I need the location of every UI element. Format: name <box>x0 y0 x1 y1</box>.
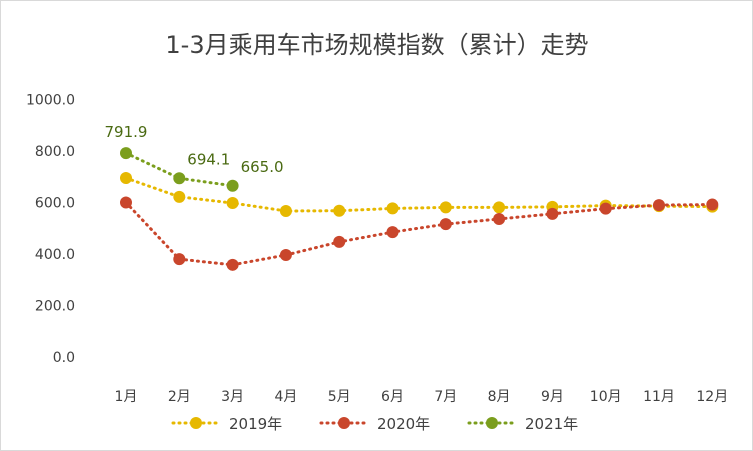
data-point <box>279 204 292 217</box>
legend-marker <box>486 417 498 429</box>
x-tick-label: 9月 <box>541 389 564 405</box>
data-point <box>493 201 506 214</box>
data-point <box>226 197 239 210</box>
series-line <box>124 176 714 213</box>
data-label: 665.0 <box>241 158 284 176</box>
y-tick-label: 0.0 <box>53 350 75 366</box>
x-tick-label: 11月 <box>643 389 675 405</box>
legend-item: 2021年 <box>467 415 578 433</box>
y-tick-label: 800.0 <box>35 144 75 160</box>
data-point <box>493 212 506 225</box>
x-tick-label: 2月 <box>168 389 191 405</box>
data-point <box>333 235 346 248</box>
legend-marker <box>190 417 202 429</box>
data-point <box>226 179 239 192</box>
data-point <box>173 253 186 266</box>
data-label: 791.9 <box>105 123 148 141</box>
x-tick-label: 10月 <box>590 389 622 405</box>
x-tick-label: 6月 <box>381 389 404 405</box>
y-axis: 0.0 200.0 400.0 600.0 800.0 1000.0 <box>26 93 75 367</box>
data-point <box>599 202 612 215</box>
data-point <box>439 218 452 231</box>
series-line <box>124 201 714 267</box>
data-point <box>173 190 186 203</box>
x-tick-label: 5月 <box>328 389 351 405</box>
data-point <box>120 196 132 209</box>
data-point <box>120 147 132 160</box>
data-point <box>120 172 132 185</box>
legend-marker <box>338 417 350 429</box>
data-point <box>653 199 665 212</box>
data-point <box>386 202 399 215</box>
data-point <box>386 226 399 239</box>
x-tick-label: 8月 <box>488 389 511 405</box>
data-point <box>439 201 452 214</box>
x-axis: 1月 2月 3月 4月 5月 6月 7月 8月 9月 10月 11月 12月 <box>115 389 729 405</box>
data-point <box>546 207 559 220</box>
legend-item: 2019年 <box>171 415 282 433</box>
chart-title: 1-3月乘用车市场规模指数（累计）走势 <box>165 31 588 59</box>
data-point <box>279 249 292 262</box>
y-tick-label: 200.0 <box>35 299 75 315</box>
series-layer <box>120 147 719 271</box>
y-tick-label: 1000.0 <box>26 93 75 109</box>
x-tick-label: 4月 <box>274 389 297 405</box>
series-2020年 <box>120 196 719 271</box>
data-point <box>173 172 186 185</box>
x-tick-label: 3月 <box>221 389 244 405</box>
data-label: 694.1 <box>187 150 230 168</box>
data-point <box>706 198 719 211</box>
y-tick-label: 600.0 <box>35 196 75 212</box>
legend-label: 2019年 <box>229 415 282 433</box>
legend-label: 2021年 <box>525 415 578 433</box>
x-tick-label: 1月 <box>115 389 138 405</box>
series-2019年 <box>120 172 719 217</box>
series-2021年 <box>120 147 239 192</box>
data-point <box>226 258 239 271</box>
data-point <box>333 204 346 217</box>
x-tick-label: 12月 <box>696 389 728 405</box>
y-tick-label: 400.0 <box>35 247 75 263</box>
x-tick-label: 7月 <box>434 389 457 405</box>
legend: 2019年 2020年 2021年 <box>171 415 578 433</box>
data-labels: 791.9 694.1 665.0 <box>105 123 284 176</box>
legend-label: 2020年 <box>377 415 430 433</box>
legend-item: 2020年 <box>319 415 430 433</box>
